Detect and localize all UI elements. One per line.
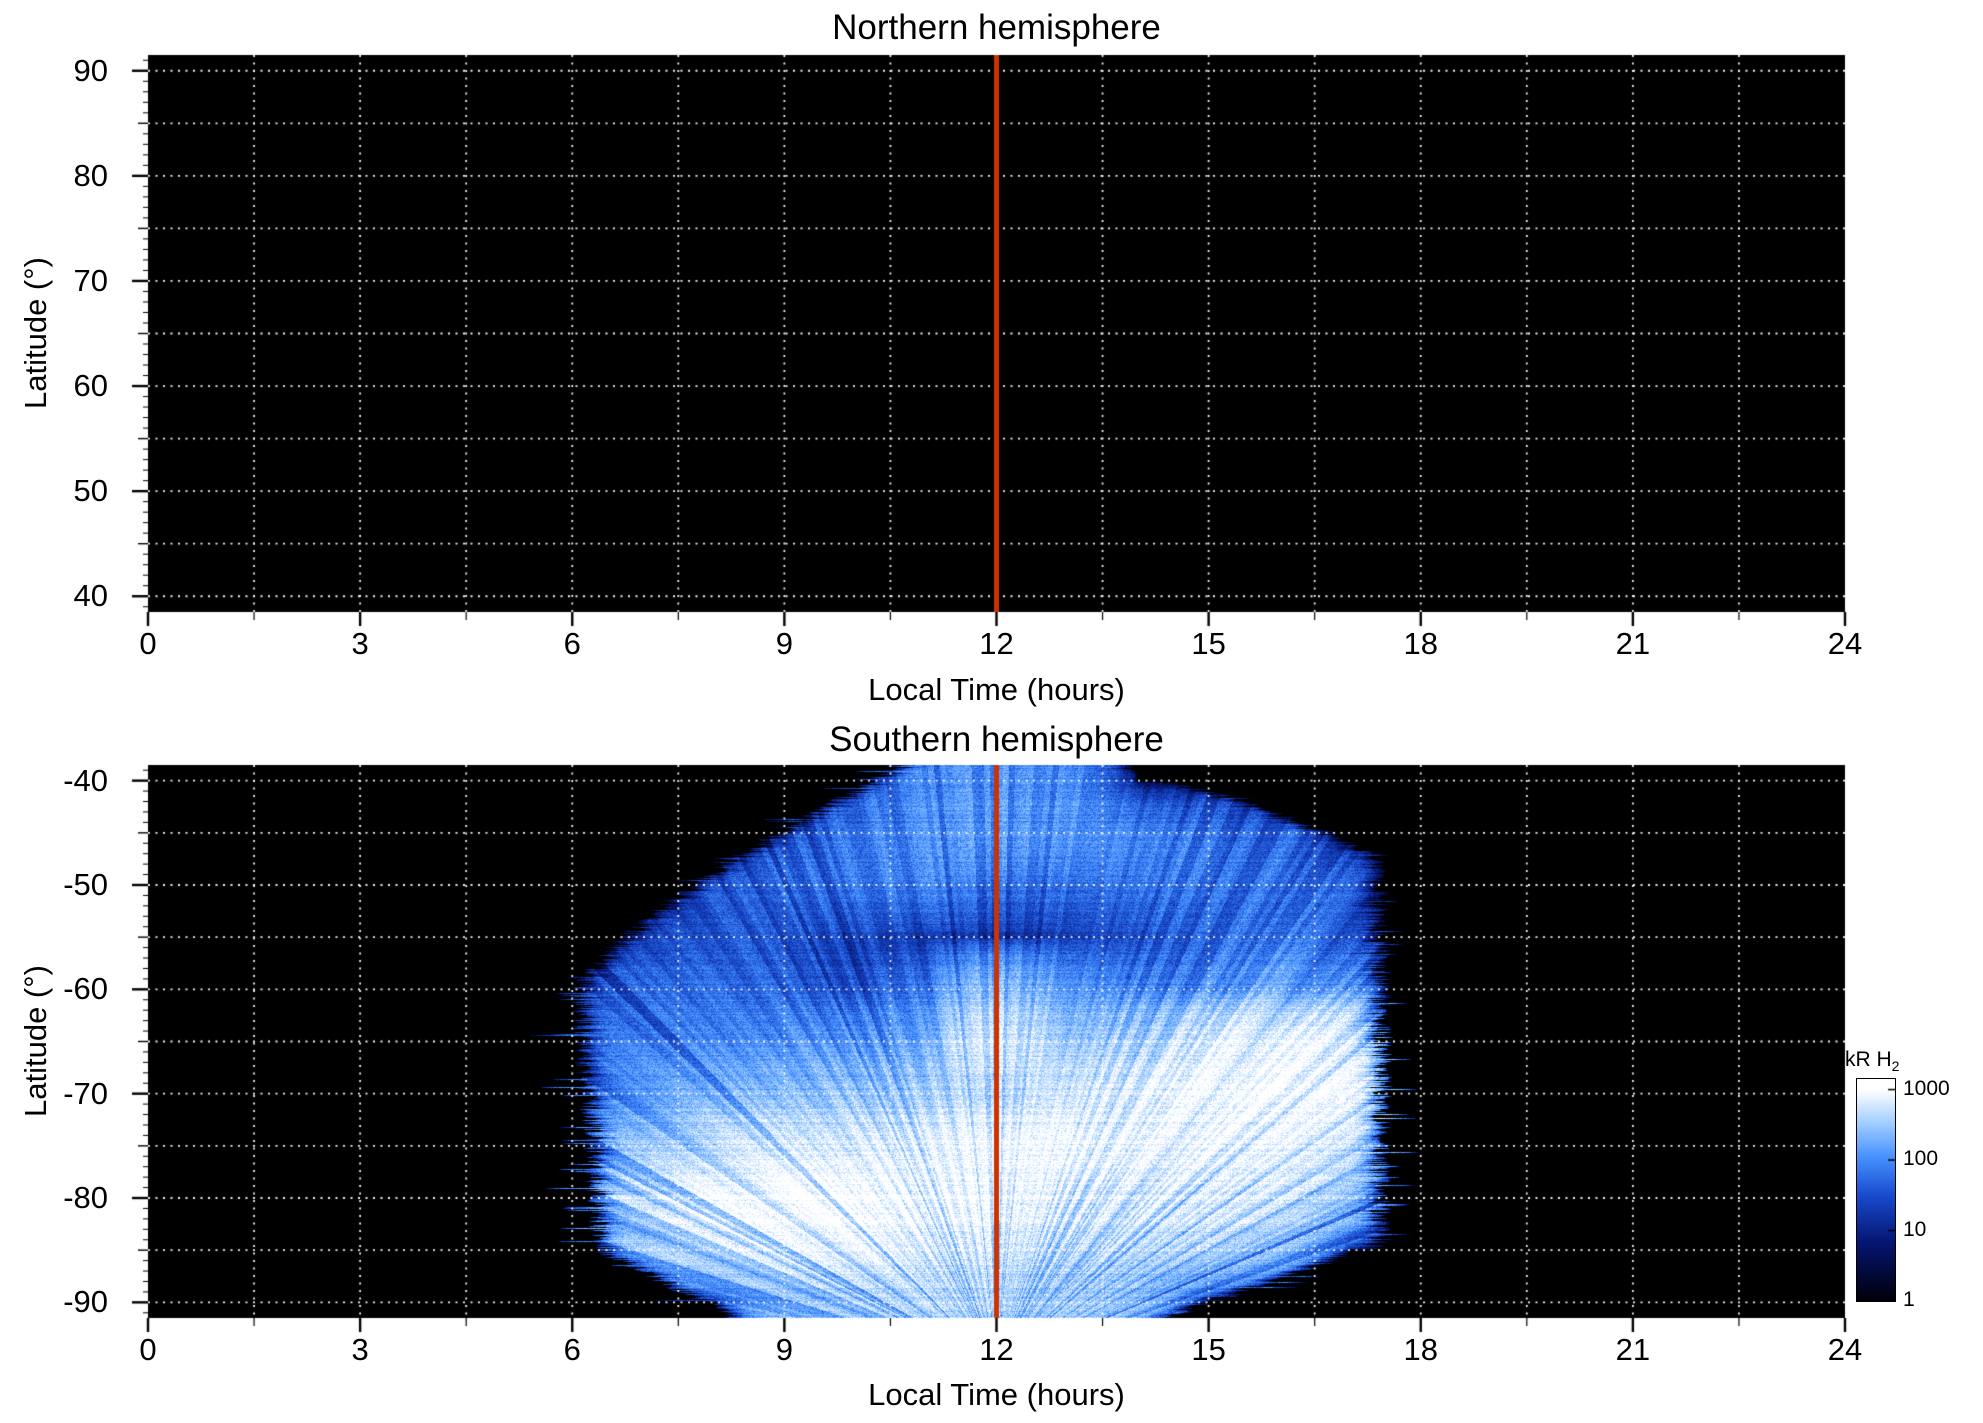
y-tick-label: -80 <box>63 1180 108 1215</box>
colorbar-title-subscript: 2 <box>1891 1058 1900 1075</box>
y-tick-label: -90 <box>63 1284 108 1320</box>
colorbar-tick-label: 100 <box>1903 1147 1939 1171</box>
x-tick-label: 21 <box>1615 626 1651 661</box>
north-x-axis-label: Local Time (hours) <box>868 672 1125 707</box>
x-tick-label: 3 <box>351 626 369 661</box>
y-tick-label: 90 <box>73 52 108 88</box>
colorbar-tick-label: 1000 <box>1903 1076 1950 1100</box>
x-tick-label: 3 <box>351 1332 369 1367</box>
north-panel-title: Northern hemisphere <box>832 8 1161 47</box>
x-tick-label: 9 <box>775 1332 793 1367</box>
colorbar-tick-label: 1 <box>1903 1288 1915 1311</box>
y-tick-label: -50 <box>63 866 108 902</box>
south-x-axis-label: Local Time (hours) <box>868 1377 1125 1412</box>
x-tick-label: 6 <box>563 1332 581 1367</box>
y-tick-label: 60 <box>73 368 108 404</box>
south-plot-canvas <box>108 762 1848 1344</box>
x-tick-label: 0 <box>139 626 157 661</box>
x-tick-label: 24 <box>1827 626 1863 661</box>
x-tick-label: 21 <box>1615 1332 1651 1367</box>
y-tick-label: -40 <box>63 762 108 798</box>
x-tick-label: 6 <box>563 626 581 661</box>
colorbar-tick-label: 10 <box>1903 1217 1927 1241</box>
x-tick-label: 12 <box>979 626 1014 661</box>
x-tick-label: 18 <box>1403 626 1438 661</box>
x-tick-label: 9 <box>775 626 793 661</box>
north-plot-canvas <box>108 52 1848 638</box>
x-tick-label: 12 <box>979 1332 1014 1367</box>
south-panel-title: Southern hemisphere <box>829 720 1164 759</box>
colorbar-title: kR H2 <box>1845 1048 1899 1078</box>
colorbar-title-text: kR H <box>1845 1048 1892 1071</box>
x-tick-label: 15 <box>1191 626 1226 661</box>
colorbar-gradient <box>1856 1078 1896 1302</box>
y-tick-label: 50 <box>73 473 108 509</box>
x-tick-label: 24 <box>1827 1332 1863 1367</box>
x-tick-label: 0 <box>139 1332 157 1367</box>
y-tick-label: 70 <box>73 262 108 298</box>
x-tick-label: 15 <box>1191 1332 1226 1367</box>
y-tick-label: 80 <box>73 157 108 193</box>
y-tick-label: -60 <box>63 971 108 1007</box>
x-tick-label: 18 <box>1403 1332 1438 1367</box>
y-tick-label: 40 <box>73 578 108 614</box>
y-tick-label: -70 <box>63 1075 108 1111</box>
